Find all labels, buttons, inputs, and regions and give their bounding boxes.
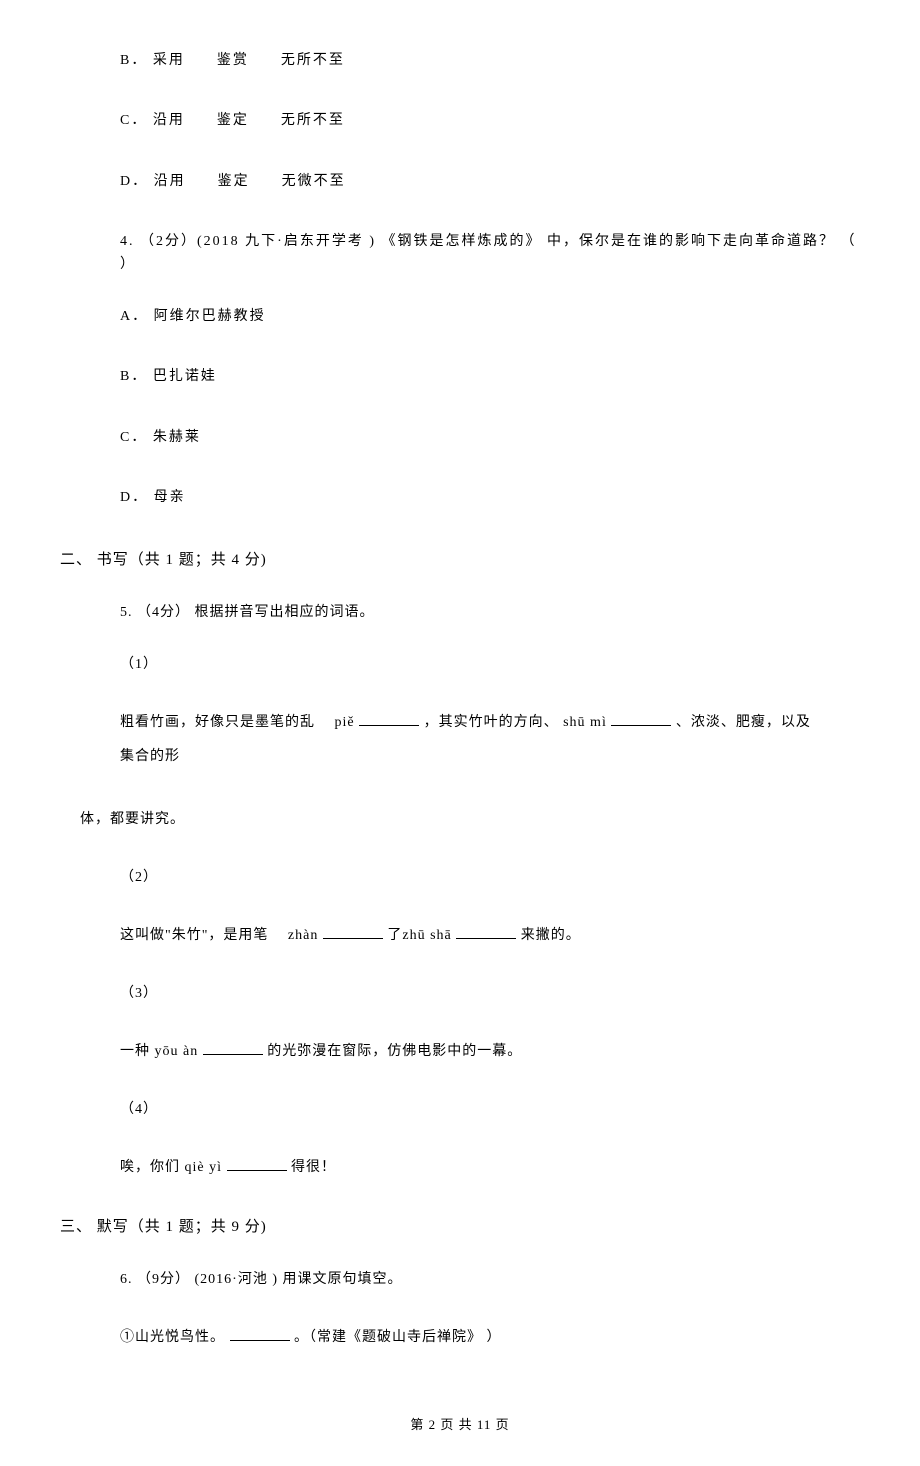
page-footer: 第 2 页 共 11 页 <box>60 1415 860 1436</box>
q4-option-d: D． 母亲 <box>120 487 860 509</box>
q5-sub2-b: 了zhū shā <box>387 928 451 943</box>
section-3-heading: 三、 默写（共 1 题；共 9 分) <box>60 1215 860 1239</box>
q5-sub3-a: 一种 yōu àn <box>120 1044 198 1059</box>
q4-option-b: B． 巴扎诺娃 <box>120 366 860 388</box>
q5-sub2-c: 来撇的。 <box>521 928 581 943</box>
q6-item1-b: 。（常建《题破山寺后禅院》 ） <box>294 1330 502 1345</box>
q5-sub3-num: （3） <box>120 983 860 1005</box>
q5-sub1-a: 粗看竹画，好像只是墨笔的乱 piě <box>120 715 355 730</box>
q6-item1: ①山光悦鸟性。 。（常建《题破山寺后禅院》 ） <box>120 1321 820 1355</box>
q5-sub3-text: 一种 yōu àn 的光弥漫在窗际，仿佛电影中的一幕。 <box>120 1035 820 1069</box>
q5-sub4-a: 唉，你们 qiè yì <box>120 1160 222 1175</box>
q5-sub3-b: 的光弥漫在窗际，仿佛电影中的一幕。 <box>267 1044 522 1059</box>
section-2-heading: 二、 书写（共 1 题；共 4 分) <box>60 548 860 572</box>
q3-option-b: B． 采用 鉴赏 无所不至 <box>120 50 860 72</box>
q5-sub4-num: （4） <box>120 1099 860 1121</box>
q5-sub1-num: （1） <box>120 654 860 676</box>
q5-stem: 5. （4分） 根据拼音写出相应的词语。 <box>120 602 860 624</box>
q5-sub1-text: 粗看竹画，好像只是墨笔的乱 piě ，其实竹叶的方向、 shū mì 、浓淡、肥… <box>120 706 820 773</box>
q3-option-d: D． 沿用 鉴定 无微不至 <box>120 171 860 193</box>
q5-sub2-a: 这叫做"朱竹"，是用笔 zhàn <box>120 928 318 943</box>
blank[interactable] <box>323 925 383 939</box>
blank[interactable] <box>203 1041 263 1055</box>
q6-stem: 6. （9分） (2016·河池 ) 用课文原句填空。 <box>120 1269 860 1291</box>
q3-option-c: C． 沿用 鉴定 无所不至 <box>120 110 860 132</box>
blank[interactable] <box>456 925 516 939</box>
q5-sub1-d: 体，都要讲究。 <box>80 803 860 837</box>
q5-sub4-b: 得很！ <box>291 1160 336 1175</box>
q5-sub1-b: ，其实竹叶的方向、 shū mì <box>424 715 607 730</box>
blank[interactable] <box>611 712 671 726</box>
q4-stem: 4. （2分）(2018 九下·启东开学考 ) 《钢铁是怎样炼成的》 中，保尔是… <box>120 231 860 276</box>
blank[interactable] <box>227 1157 287 1171</box>
q4-option-c: C． 朱赫莱 <box>120 427 860 449</box>
q5-sub4-text: 唉，你们 qiè yì 得很！ <box>120 1151 820 1185</box>
q4-option-a: A． 阿维尔巴赫教授 <box>120 306 860 328</box>
q5-sub2-text: 这叫做"朱竹"，是用笔 zhàn 了zhū shā 来撇的。 <box>120 919 820 953</box>
q6-item1-a: ①山光悦鸟性。 <box>120 1330 225 1345</box>
q5-sub2-num: （2） <box>120 867 860 889</box>
blank[interactable] <box>230 1327 290 1341</box>
blank[interactable] <box>359 712 419 726</box>
